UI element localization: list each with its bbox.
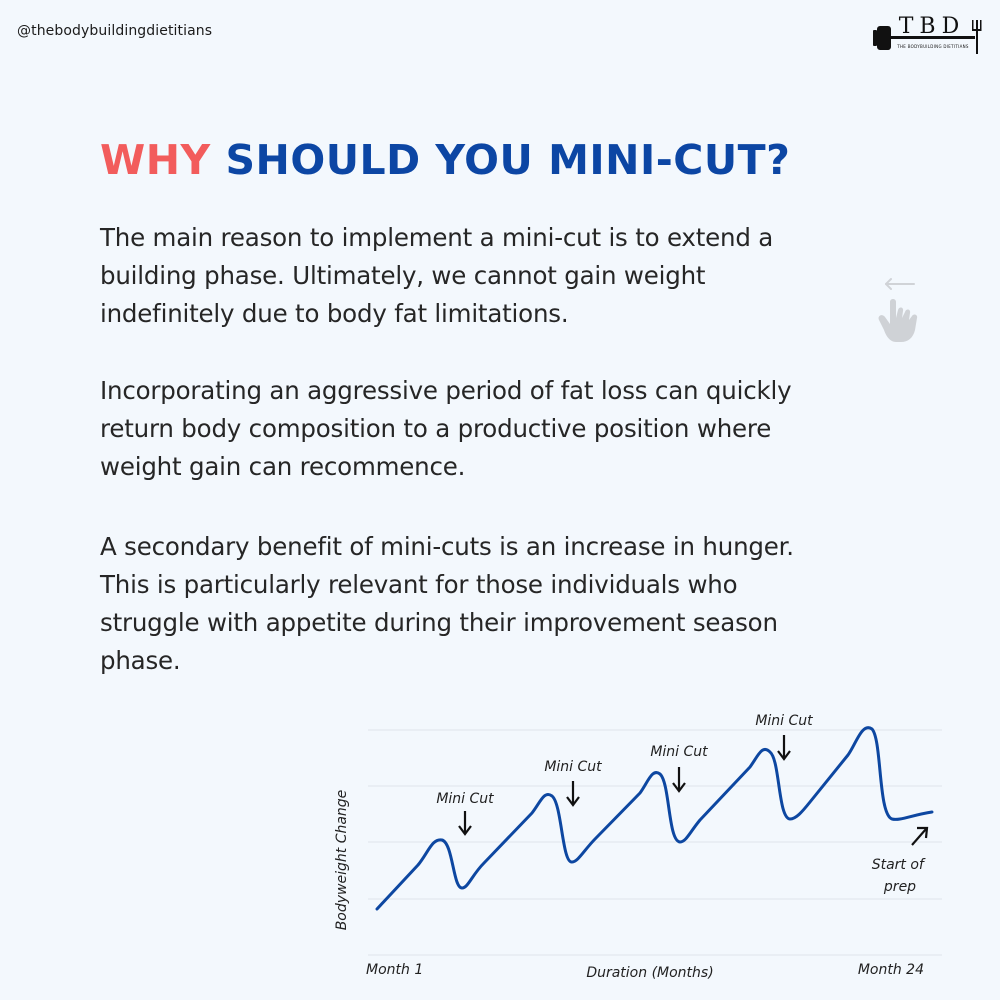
x-axis-label: Duration (Months) — [586, 965, 713, 981]
y-axis-label: Bodyweight Change — [334, 790, 350, 931]
logo-subtext: THE BODYBUILDING DIETITIANS — [897, 44, 969, 49]
down-arrow-icon — [777, 735, 791, 761]
annotation-label: Mini Cut — [544, 759, 602, 775]
account-handle: @thebodybuildingdietitians — [17, 23, 213, 39]
bodyweight-line — [375, 726, 934, 911]
chart-gridlines — [368, 729, 942, 956]
x-axis-end-label: Month 24 — [858, 962, 924, 978]
annotation-label: Mini Cut — [650, 744, 708, 760]
paragraph-fat-loss: Incorporating an aggressive period of fa… — [100, 376, 792, 481]
weight-change-chart: Mini Cut Mini Cut Mini Cut Mini Cut Star… — [334, 713, 942, 981]
page-title: WHY SHOULD YOU MINI-CUT? — [100, 136, 790, 184]
swipe-left-hand-icon — [878, 278, 918, 342]
paragraph-main-reason: The main reason to implement a mini-cut … — [100, 223, 774, 328]
annotation-label: Mini Cut — [436, 791, 494, 807]
paragraph-hunger: A secondary benefit of mini-cuts is an i… — [100, 532, 794, 675]
tbd-logo: TBD THE BODYBUILDING DIETITIANS — [872, 14, 984, 60]
annotation-start-of-prep: Start of prep — [872, 857, 929, 895]
annotation-label: Mini Cut — [755, 713, 813, 729]
logo-text: TBD — [898, 14, 966, 39]
up-right-arrow-icon — [911, 826, 929, 846]
down-arrow-icon — [458, 811, 472, 836]
title-highlight: WHY — [100, 136, 211, 184]
dumbbell-logo-icon — [873, 20, 982, 54]
down-arrow-icon — [566, 781, 580, 807]
annotation-line: Start of — [872, 857, 926, 873]
annotation-line: prep — [883, 879, 916, 895]
down-arrow-icon — [672, 767, 686, 793]
title-main: SHOULD YOU MINI-CUT? — [225, 136, 791, 184]
x-axis-start-label: Month 1 — [366, 962, 423, 978]
